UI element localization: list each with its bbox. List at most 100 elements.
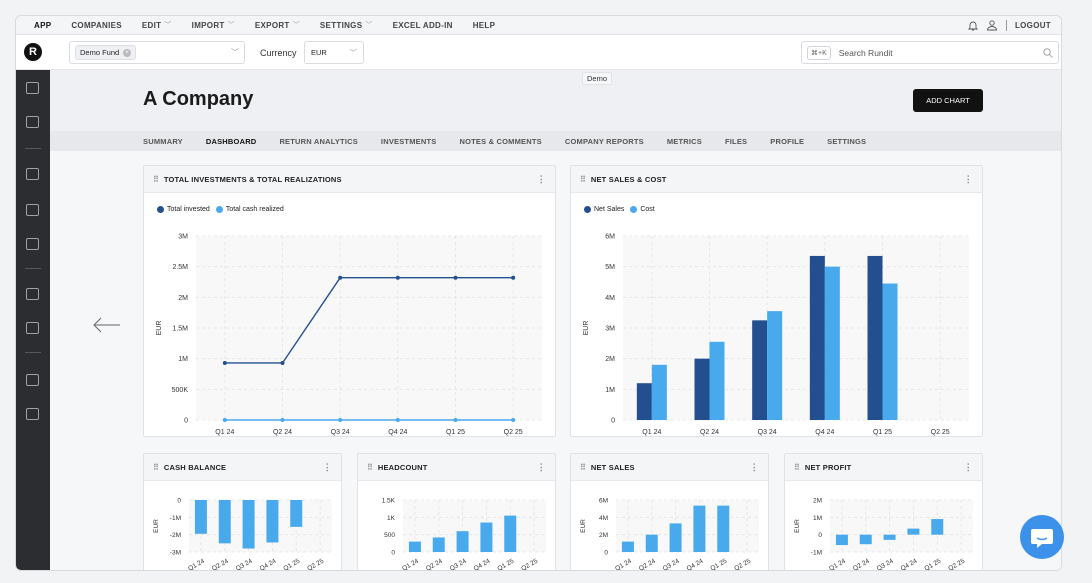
card-title: NET SALES & COST [590, 174, 667, 184]
plot-area [830, 500, 973, 552]
bar [824, 266, 840, 420]
x-tick-label: Q2 24 [852, 557, 871, 571]
tab-summary[interactable]: SUMMARY [143, 136, 183, 146]
chevron-down-icon: ﹀ [365, 22, 373, 29]
tab-files[interactable]: FILES [724, 136, 748, 146]
plot-area [189, 500, 332, 552]
bell-icon[interactable] [967, 20, 978, 31]
divider [25, 352, 41, 353]
tab-dashboard[interactable]: DASHBOARD [205, 136, 257, 146]
more-options-icon[interactable]: ⋮ [322, 461, 332, 472]
y-tick-label: 1K [387, 515, 396, 522]
data-point [395, 275, 400, 280]
fund-selector[interactable]: Demo Fund × ﹀ [69, 41, 245, 64]
legend-label: Net Sales [594, 206, 625, 213]
tab-return-analytics[interactable]: RETURN ANALYTICS [279, 136, 358, 146]
more-options-icon[interactable]: ⋮ [749, 461, 759, 472]
card-header[interactable]: ⠿ NET PROFIT ⋮ [785, 454, 982, 481]
legend-item[interactable]: Total invested [157, 206, 210, 213]
list-icon[interactable] [26, 408, 39, 420]
card-header[interactable]: ⠿ NET SALES & COST ⋮ [571, 166, 982, 193]
data-point [222, 360, 227, 365]
user-icon[interactable] [986, 19, 998, 31]
menu-app[interactable]: APP [16, 21, 61, 30]
x-tick-label: Q2 25 [504, 429, 523, 436]
divider [25, 148, 41, 149]
demo-badge: Demo [582, 72, 613, 85]
chart-icon[interactable] [26, 288, 39, 300]
comment-icon[interactable] [26, 238, 39, 250]
y-axis-label: EUR [580, 519, 587, 533]
tab-profile[interactable]: PROFILE [770, 136, 805, 146]
y-tick-label: 3M [178, 234, 188, 241]
drag-handle-icon[interactable]: ⠿ [153, 462, 159, 472]
more-options-icon[interactable]: ⋮ [963, 461, 973, 472]
x-tick-label: Q2 24 [638, 557, 657, 571]
card-title: CASH BALANCE [163, 462, 227, 472]
x-tick-label: Q1 24 [614, 557, 633, 571]
menu-excel-add-in[interactable]: EXCEL ADD-IN [383, 21, 463, 30]
document-icon[interactable] [26, 204, 39, 216]
menu-label: HELP [472, 20, 496, 30]
drag-handle-icon[interactable]: ⠿ [580, 462, 586, 472]
x-tick-label: Q3 24 [662, 557, 681, 571]
menu-export[interactable]: EXPORT ﹀ [245, 20, 310, 30]
data-point [453, 275, 458, 280]
drag-handle-icon[interactable]: ⠿ [153, 174, 159, 184]
card-header[interactable]: ⠿ TOTAL INVESTMENTS & TOTAL REALIZATIONS ⋮ [144, 166, 555, 193]
more-options-icon[interactable]: ⋮ [536, 173, 546, 184]
menu-companies[interactable]: COMPANIES [61, 21, 132, 30]
legend-item[interactable]: Total cash realized [215, 206, 284, 213]
y-tick-label: 4M [599, 515, 608, 522]
search-icon[interactable] [1043, 47, 1053, 58]
close-icon[interactable]: × [123, 48, 132, 57]
bar [907, 528, 920, 535]
x-tick-label: Q1 25 [873, 429, 892, 436]
x-tick-label: Q1 25 [709, 557, 728, 571]
legend-item[interactable]: Cost [630, 206, 655, 213]
y-tick-label: -1M [811, 550, 822, 557]
arrow-left-icon[interactable] [93, 317, 121, 333]
add-chart-button[interactable]: ADD CHART [913, 89, 983, 112]
rundit-logo-icon[interactable]: R [24, 43, 42, 61]
tab-company-reports[interactable]: COMPANY REPORTS [564, 136, 644, 146]
plot-area [616, 500, 759, 552]
portfolio-icon[interactable] [26, 116, 39, 128]
analytics-icon[interactable] [26, 168, 39, 180]
menu-edit[interactable]: EDIT ﹀ [132, 20, 182, 30]
tab-metrics[interactable]: METRICS [666, 136, 702, 146]
drag-handle-icon[interactable]: ⠿ [580, 174, 586, 184]
bar [645, 534, 658, 552]
card-header[interactable]: ⠿ NET SALES ⋮ [571, 454, 768, 481]
more-options-icon[interactable]: ⋮ [963, 173, 973, 184]
drag-handle-icon[interactable]: ⠿ [794, 462, 800, 472]
tab-settings[interactable]: SETTINGS [827, 136, 867, 146]
y-tick-label: 0 [604, 550, 608, 557]
card-header[interactable]: ⠿ HEADCOUNT ⋮ [358, 454, 555, 481]
chart-card: ⠿ NET SALES & COST ⋮ Net Sales Cost 0 1M 2M 3… [570, 165, 983, 437]
menu-help[interactable]: HELP [463, 21, 506, 30]
y-tick-label: 500 [384, 532, 395, 539]
tab-notes-comments[interactable]: NOTES & COMMENTS [459, 136, 542, 146]
bar-chart: -1M 0 1M 2M EUR Q1 24 Q2 24 Q3 24 Q4 24 Q1 25 Q2 2… [794, 498, 973, 571]
calendar-icon[interactable] [26, 322, 39, 334]
bar [290, 500, 303, 527]
y-tick-label: 2.5M [172, 264, 188, 271]
menu-label: IMPORT [191, 20, 225, 30]
search-input[interactable]: ⌘+K Search Rundit [801, 41, 1059, 64]
chart-card: ⠿ TOTAL INVESTMENTS & TOTAL REALIZATIONS ⋮… [143, 165, 556, 437]
logout-link[interactable]: LOGOUT [1014, 20, 1051, 30]
dashboard-icon[interactable] [26, 82, 39, 94]
card-header[interactable]: ⠿ CASH BALANCE ⋮ [144, 454, 341, 481]
card-title: TOTAL INVESTMENTS & TOTAL REALIZATIONS [163, 174, 342, 184]
drag-handle-icon[interactable]: ⠿ [367, 462, 373, 472]
menu-import[interactable]: IMPORT ﹀ [182, 20, 245, 30]
menu-settings[interactable]: SETTINGS ﹀ [310, 20, 383, 30]
tab-investments[interactable]: INVESTMENTS [380, 136, 437, 146]
more-options-icon[interactable]: ⋮ [536, 461, 546, 472]
currency-select[interactable]: EUR ﹀ [304, 41, 364, 64]
x-tick-label: Q1 24 [215, 429, 234, 436]
chat-button[interactable] [1020, 515, 1064, 559]
legend-item[interactable]: Net Sales [584, 206, 624, 213]
monitor-icon[interactable] [26, 374, 39, 386]
